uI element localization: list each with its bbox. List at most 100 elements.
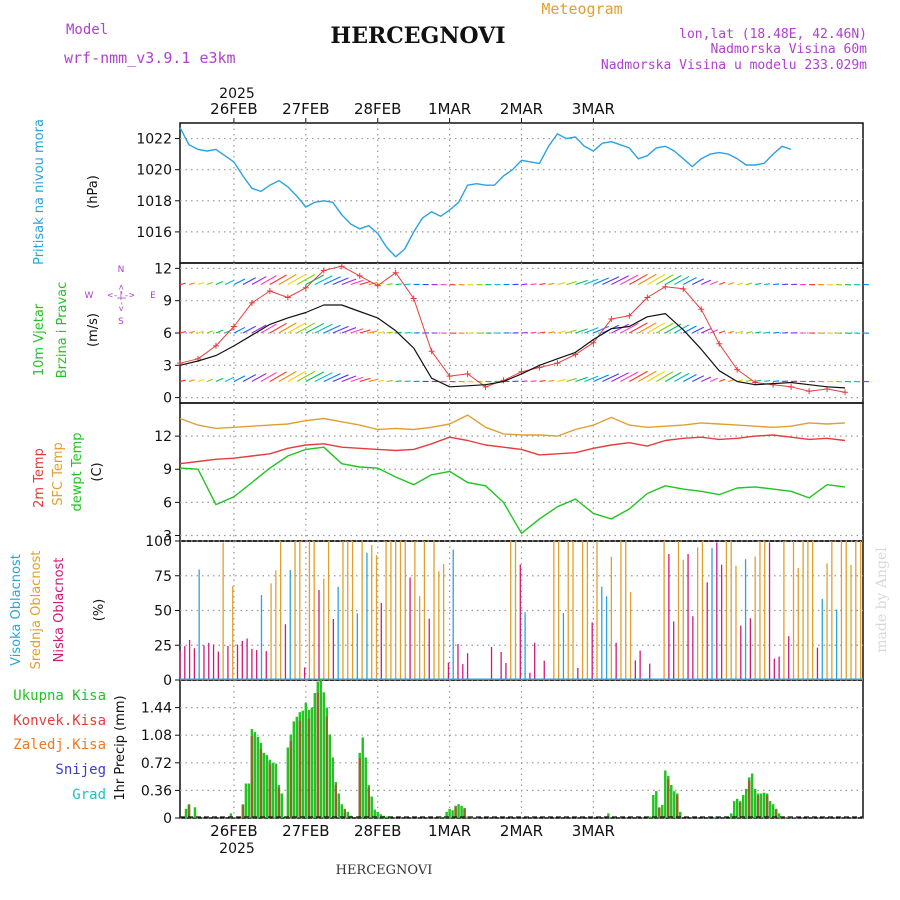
wind-barb xyxy=(566,377,577,382)
wind-gust-marker xyxy=(662,283,669,290)
temp-legend-dewpt: dewpt Temp xyxy=(70,432,85,511)
compass-rose: N W E S <-|-> <-|-> xyxy=(85,265,157,327)
precip-bar xyxy=(655,791,658,818)
y-tick-label: 6 xyxy=(163,326,172,342)
y-tick-label: 0 xyxy=(163,673,172,689)
wind-barb xyxy=(575,376,588,382)
bottom-date-label: 27FEB xyxy=(282,822,329,840)
wind-barb xyxy=(539,331,546,334)
precip-bar xyxy=(373,809,376,818)
wind-barb xyxy=(296,322,316,334)
wind-barb xyxy=(602,276,620,286)
wind-barb xyxy=(332,277,349,286)
precip-bar xyxy=(262,752,266,818)
wind-barb xyxy=(368,378,378,382)
wind-barb xyxy=(548,379,555,383)
y-tick-label: 1022 xyxy=(136,132,172,148)
wind-barb xyxy=(620,274,639,286)
wind-barb xyxy=(548,331,555,334)
wind-barb xyxy=(269,274,287,286)
precip-bar xyxy=(271,762,275,818)
precip-bar xyxy=(679,811,682,818)
wind-barb xyxy=(395,380,402,383)
top-date-label: 3MAR xyxy=(572,100,615,118)
wind-barb xyxy=(656,274,674,286)
y-tick-label: 12 xyxy=(154,429,172,445)
footer-title: HERCEGNOVI xyxy=(336,863,433,878)
precip-bar xyxy=(331,757,335,818)
precip-conv-bar xyxy=(289,741,293,818)
wind-barb xyxy=(251,373,267,382)
precip-bar xyxy=(768,801,772,818)
wind-barb xyxy=(593,277,609,286)
wind-barb xyxy=(188,330,195,334)
y-tick-label: 12 xyxy=(154,261,172,277)
wind-barb xyxy=(719,330,726,334)
wind-barb xyxy=(386,283,393,286)
wind-barb xyxy=(350,279,364,286)
cloud-panel xyxy=(179,541,863,681)
precip-bar xyxy=(448,808,451,818)
precip-bar xyxy=(280,793,284,818)
wind-barb xyxy=(323,373,341,382)
precip-bar xyxy=(304,703,308,818)
temp-sfc-line xyxy=(179,414,846,437)
wind-barb xyxy=(665,275,682,286)
top-date-label: 27FEB xyxy=(282,100,329,118)
wind-barb xyxy=(287,370,307,382)
wind-barb xyxy=(341,375,357,382)
pressure-legend: Pritisak na nivou mora (hPa) xyxy=(32,119,101,265)
wind-barb xyxy=(746,379,753,382)
precip-bar xyxy=(732,801,736,818)
cloud-legend-low: Niska Oblacnost xyxy=(52,558,67,663)
y-tick-label: 3 xyxy=(163,358,172,374)
y-tick-label: 0.36 xyxy=(141,783,172,799)
wind-barb xyxy=(251,276,267,286)
page-title: HERCEGNOVI xyxy=(330,23,505,49)
wind-barb xyxy=(584,278,599,286)
wind-barb xyxy=(710,377,719,382)
wind-gust-marker xyxy=(608,316,615,322)
wind-gust-marker xyxy=(356,272,363,279)
wind-gust-marker xyxy=(644,294,651,301)
wind-barb xyxy=(539,379,546,383)
wind-barb xyxy=(629,273,648,286)
wind-barb xyxy=(629,322,648,334)
wind-gust-marker xyxy=(716,340,723,347)
wind-barb xyxy=(647,273,666,286)
wind-gust-marker xyxy=(338,263,345,270)
wind-barb xyxy=(395,331,402,334)
wind-barb xyxy=(566,329,577,334)
wind-barb xyxy=(755,282,762,286)
precip-bar xyxy=(286,747,290,818)
panel-grids xyxy=(175,123,863,819)
wind-barb xyxy=(584,375,599,382)
precip-legend-conv: Konvek.Kisa xyxy=(13,713,106,729)
wind-barb xyxy=(755,379,762,383)
wind-barb xyxy=(260,275,277,286)
wind-barb xyxy=(629,370,648,382)
wind-barb xyxy=(251,324,267,334)
wind-barb xyxy=(737,282,744,286)
bottom-date-label: 3MAR xyxy=(572,822,615,840)
wind-barb xyxy=(341,278,357,286)
precip-conv-bar xyxy=(241,805,245,818)
wind-gust-marker xyxy=(266,288,273,294)
wind-barb xyxy=(701,279,712,286)
wind-barb xyxy=(611,323,629,334)
wind-barb xyxy=(620,322,639,334)
precip-conv-bar xyxy=(334,784,338,818)
wind-barb xyxy=(773,380,780,383)
precip-bar xyxy=(364,757,367,818)
wind-barb xyxy=(530,331,537,334)
precip-bar xyxy=(729,813,733,818)
bottom-date-label: 28FEB xyxy=(354,822,401,840)
wind-barb xyxy=(719,378,726,382)
pressure-legend-title: Pritisak na nivou mora xyxy=(32,119,47,265)
model-label: Model xyxy=(66,22,108,38)
model-name: wrf-nmm_v3.9.1 e3km xyxy=(64,49,236,67)
precip-conv-bar xyxy=(738,802,742,818)
wind-barb xyxy=(350,376,364,382)
compass-west: W xyxy=(85,291,94,301)
